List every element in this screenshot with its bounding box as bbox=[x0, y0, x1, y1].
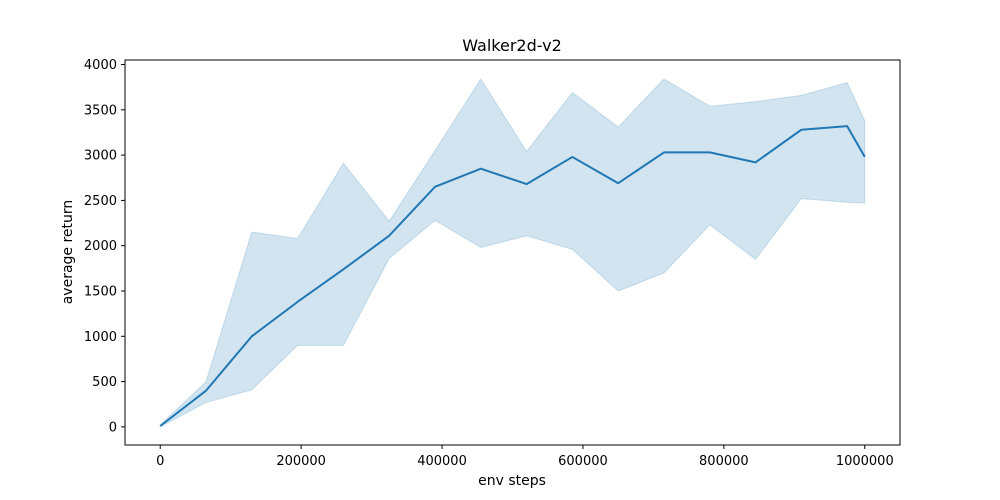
y-tick-label: 3000 bbox=[84, 149, 117, 164]
y-tick-label: 500 bbox=[92, 375, 117, 390]
x-tick-label: 800000 bbox=[699, 454, 749, 469]
x-tick-label: 200000 bbox=[276, 454, 326, 469]
y-tick-label: 2500 bbox=[84, 194, 117, 209]
x-tick-label: 400000 bbox=[417, 454, 467, 469]
plot-area bbox=[159, 78, 866, 428]
confidence-band bbox=[159, 78, 866, 428]
y-tick-label: 4000 bbox=[84, 58, 117, 73]
x-tick-label: 0 bbox=[156, 454, 164, 469]
y-tick-label: 1500 bbox=[84, 285, 117, 300]
y-tick-label: 1000 bbox=[84, 330, 117, 345]
x-tick-label: 600000 bbox=[558, 454, 608, 469]
y-tick-label: 3500 bbox=[84, 103, 117, 118]
y-axis: 0 500 1000 1500 2000 2500 3000 3500 4000 bbox=[84, 58, 125, 435]
x-tick-label: 1000000 bbox=[836, 454, 894, 469]
y-tick-label: 0 bbox=[109, 420, 117, 435]
x-axis: 0 200000 400000 600000 800000 1000000 bbox=[156, 445, 894, 469]
plot-frame bbox=[124, 59, 901, 446]
y-axis-label: average return bbox=[60, 200, 76, 305]
y-tick-label: 2000 bbox=[84, 239, 117, 254]
x-axis-label: env steps bbox=[478, 473, 546, 489]
chart-title: Walker2d-v2 bbox=[462, 36, 562, 55]
mean-return-line bbox=[159, 125, 866, 427]
